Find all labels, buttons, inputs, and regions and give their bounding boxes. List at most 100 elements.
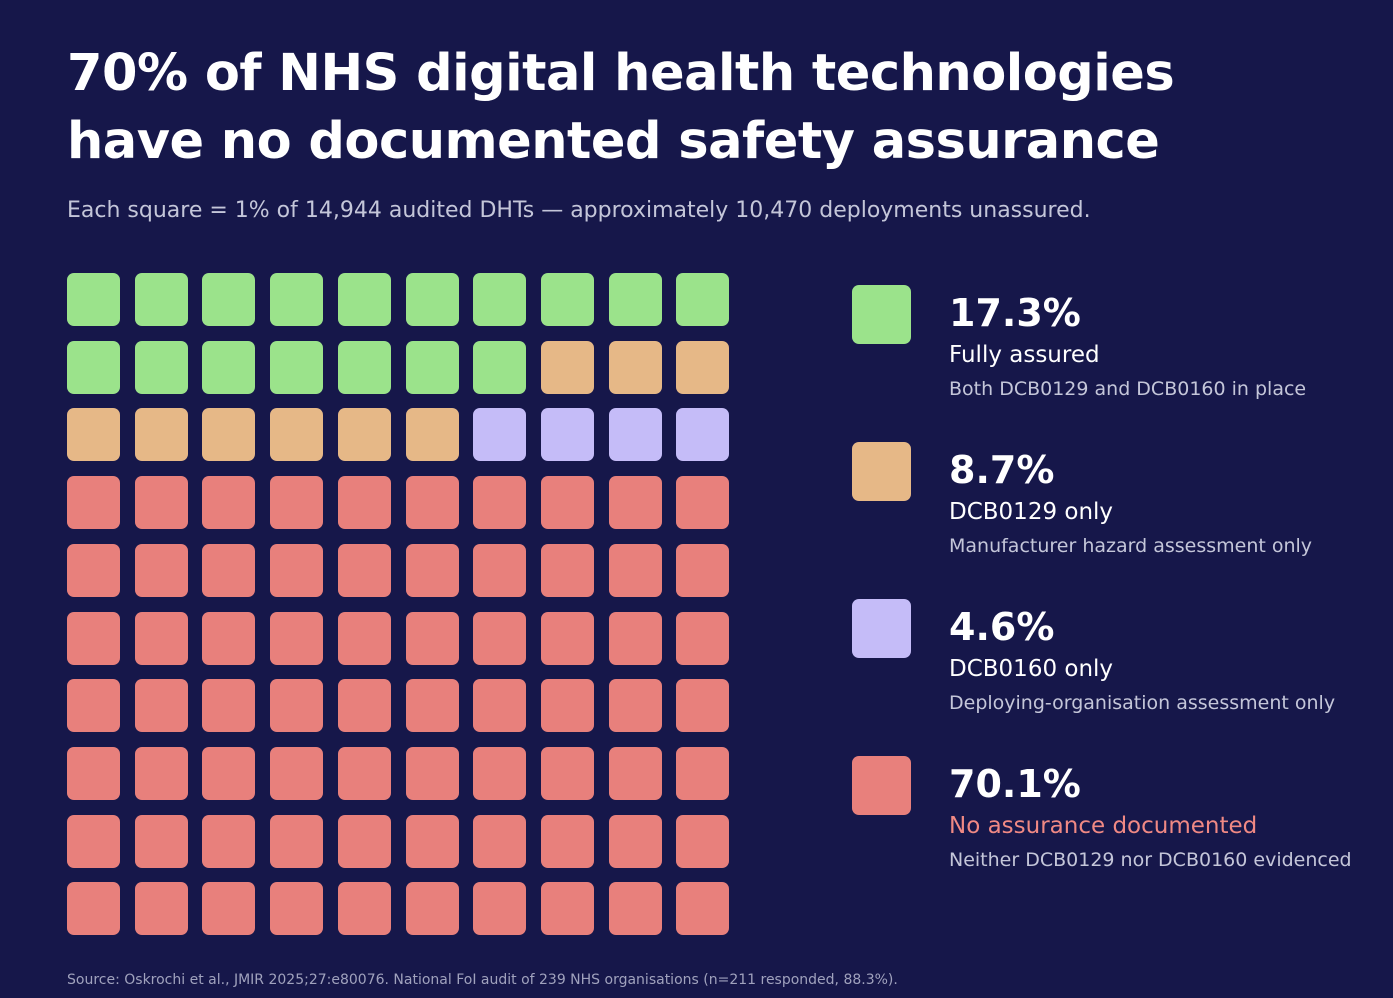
waffle-square-fully-assured bbox=[270, 341, 323, 394]
waffle-square-no-assurance bbox=[676, 476, 729, 529]
waffle-square-no-assurance bbox=[609, 612, 662, 665]
waffle-square-dcb0129-only bbox=[609, 341, 662, 394]
legend-label-fully-assured: Fully assured bbox=[949, 342, 1100, 368]
chart-subtitle: Each square = 1% of 14,944 audited DHTs … bbox=[67, 198, 1091, 223]
legend-swatch-dcb0129-only bbox=[852, 442, 911, 501]
waffle-square-fully-assured bbox=[338, 341, 391, 394]
legend-item-dcb0129-only: 8.7% DCB0129 only Manufacturer hazard as… bbox=[852, 442, 1372, 582]
waffle-square-no-assurance bbox=[609, 476, 662, 529]
legend-percent-dcb0129-only: 8.7% bbox=[949, 448, 1055, 492]
legend-label-dcb0129-only: DCB0129 only bbox=[949, 499, 1114, 525]
waffle-square-no-assurance bbox=[202, 747, 255, 800]
waffle-square-fully-assured bbox=[67, 273, 120, 326]
waffle-square-no-assurance bbox=[202, 882, 255, 935]
waffle-square-no-assurance bbox=[609, 544, 662, 597]
waffle-square-fully-assured bbox=[270, 273, 323, 326]
waffle-square-no-assurance bbox=[406, 815, 459, 868]
legend-description-no-assurance: Neither DCB0129 nor DCB0160 evidenced bbox=[949, 849, 1352, 871]
waffle-square-dcb0160-only bbox=[676, 408, 729, 461]
waffle-square-no-assurance bbox=[67, 544, 120, 597]
waffle-square-no-assurance bbox=[135, 544, 188, 597]
waffle-square-no-assurance bbox=[67, 612, 120, 665]
waffle-square-no-assurance bbox=[270, 679, 323, 732]
waffle-square-no-assurance bbox=[67, 476, 120, 529]
waffle-square-no-assurance bbox=[270, 476, 323, 529]
waffle-square-no-assurance bbox=[202, 476, 255, 529]
waffle-square-no-assurance bbox=[135, 476, 188, 529]
waffle-square-fully-assured bbox=[676, 273, 729, 326]
waffle-grid bbox=[67, 273, 730, 936]
waffle-square-no-assurance bbox=[541, 544, 594, 597]
waffle-square-no-assurance bbox=[473, 544, 526, 597]
waffle-square-dcb0129-only bbox=[202, 408, 255, 461]
waffle-square-dcb0129-only bbox=[676, 341, 729, 394]
waffle-square-no-assurance bbox=[541, 679, 594, 732]
waffle-square-no-assurance bbox=[676, 882, 729, 935]
waffle-square-no-assurance bbox=[67, 882, 120, 935]
waffle-square-fully-assured bbox=[473, 341, 526, 394]
legend-label-no-assurance: No assurance documented bbox=[949, 813, 1258, 839]
legend-item-dcb0160-only: 4.6% DCB0160 only Deploying-organisation… bbox=[852, 599, 1372, 739]
legend-label-dcb0160-only: DCB0160 only bbox=[949, 656, 1114, 682]
waffle-square-no-assurance bbox=[338, 747, 391, 800]
waffle-square-fully-assured bbox=[609, 273, 662, 326]
waffle-square-no-assurance bbox=[270, 612, 323, 665]
waffle-square-no-assurance bbox=[135, 882, 188, 935]
waffle-square-fully-assured bbox=[406, 273, 459, 326]
waffle-square-no-assurance bbox=[406, 476, 459, 529]
legend-description-fully-assured: Both DCB0129 and DCB0160 in place bbox=[949, 378, 1307, 400]
waffle-square-dcb0129-only bbox=[270, 408, 323, 461]
waffle-square-fully-assured bbox=[473, 273, 526, 326]
waffle-square-no-assurance bbox=[473, 882, 526, 935]
waffle-square-no-assurance bbox=[473, 476, 526, 529]
waffle-square-no-assurance bbox=[406, 544, 459, 597]
waffle-square-no-assurance bbox=[202, 679, 255, 732]
waffle-square-no-assurance bbox=[135, 747, 188, 800]
waffle-square-no-assurance bbox=[338, 476, 391, 529]
waffle-square-dcb0160-only bbox=[473, 408, 526, 461]
legend-description-dcb0129-only: Manufacturer hazard assessment only bbox=[949, 535, 1313, 557]
waffle-square-no-assurance bbox=[135, 679, 188, 732]
waffle-square-dcb0129-only bbox=[406, 408, 459, 461]
waffle-square-no-assurance bbox=[676, 747, 729, 800]
legend-percent-dcb0160-only: 4.6% bbox=[949, 605, 1055, 649]
legend-item-fully-assured: 17.3% Fully assured Both DCB0129 and DCB… bbox=[852, 285, 1372, 425]
waffle-square-no-assurance bbox=[541, 882, 594, 935]
waffle-square-no-assurance bbox=[338, 679, 391, 732]
waffle-square-no-assurance bbox=[338, 882, 391, 935]
waffle-square-no-assurance bbox=[135, 612, 188, 665]
legend-percent-no-assurance: 70.1% bbox=[949, 762, 1081, 806]
source-note: Source: Oskrochi et al., JMIR 2025;27:e8… bbox=[67, 972, 898, 988]
waffle-square-no-assurance bbox=[202, 815, 255, 868]
waffle-square-no-assurance bbox=[270, 815, 323, 868]
waffle-square-dcb0129-only bbox=[67, 408, 120, 461]
waffle-square-dcb0129-only bbox=[135, 408, 188, 461]
waffle-square-no-assurance bbox=[676, 612, 729, 665]
waffle-square-no-assurance bbox=[609, 747, 662, 800]
waffle-square-fully-assured bbox=[406, 341, 459, 394]
waffle-square-no-assurance bbox=[338, 815, 391, 868]
waffle-square-no-assurance bbox=[609, 679, 662, 732]
legend-percent-fully-assured: 17.3% bbox=[949, 291, 1081, 335]
waffle-square-dcb0129-only bbox=[338, 408, 391, 461]
waffle-square-no-assurance bbox=[609, 815, 662, 868]
waffle-square-fully-assured bbox=[541, 273, 594, 326]
legend-swatch-fully-assured bbox=[852, 285, 911, 344]
waffle-square-no-assurance bbox=[541, 747, 594, 800]
waffle-square-no-assurance bbox=[270, 544, 323, 597]
waffle-square-fully-assured bbox=[202, 273, 255, 326]
waffle-square-dcb0129-only bbox=[541, 341, 594, 394]
legend-swatch-dcb0160-only bbox=[852, 599, 911, 658]
waffle-square-no-assurance bbox=[406, 612, 459, 665]
waffle-square-no-assurance bbox=[473, 815, 526, 868]
waffle-square-no-assurance bbox=[473, 612, 526, 665]
waffle-square-no-assurance bbox=[67, 679, 120, 732]
waffle-square-no-assurance bbox=[473, 747, 526, 800]
waffle-square-no-assurance bbox=[135, 815, 188, 868]
waffle-square-fully-assured bbox=[135, 341, 188, 394]
waffle-square-no-assurance bbox=[67, 815, 120, 868]
legend-description-dcb0160-only: Deploying-organisation assessment only bbox=[949, 692, 1336, 714]
waffle-square-no-assurance bbox=[676, 544, 729, 597]
waffle-square-no-assurance bbox=[270, 747, 323, 800]
waffle-square-no-assurance bbox=[406, 679, 459, 732]
